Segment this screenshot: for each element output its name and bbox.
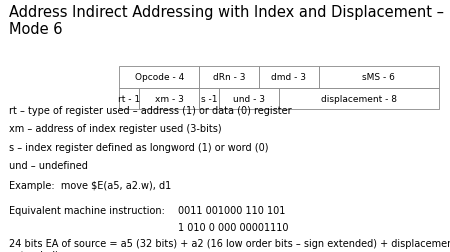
Text: s -1: s -1: [201, 94, 217, 103]
Text: Address Indirect Addressing with Index and Displacement –
Mode 6: Address Indirect Addressing with Index a…: [9, 5, 444, 37]
Text: 24 bits EA of source = a5 (32 bits) + a2 (16 low order bits – sign extended) + d: 24 bits EA of source = a5 (32 bits) + a2…: [9, 238, 450, 252]
Text: rt - 1: rt - 1: [118, 94, 140, 103]
Text: xm - 3: xm - 3: [155, 94, 184, 103]
Bar: [119, 88, 139, 110]
Text: Equivalent machine instruction:: Equivalent machine instruction:: [9, 205, 165, 215]
Bar: [319, 67, 439, 88]
Bar: [199, 88, 219, 110]
Bar: [279, 88, 439, 110]
Bar: [199, 67, 259, 88]
Text: dmd - 3: dmd - 3: [271, 73, 306, 82]
Text: s – index register defined as longword (1) or word (0): s – index register defined as longword (…: [9, 142, 269, 152]
Text: sMS - 6: sMS - 6: [362, 73, 395, 82]
Bar: [139, 88, 199, 110]
Bar: [119, 67, 199, 88]
Text: displacement - 8: displacement - 8: [321, 94, 397, 103]
Text: Example:  move $E(a5, a2.w), d1: Example: move $E(a5, a2.w), d1: [9, 180, 171, 190]
Bar: [259, 67, 319, 88]
Bar: [219, 88, 279, 110]
Text: Opcode - 4: Opcode - 4: [135, 73, 184, 82]
Text: xm – address of index register used (3-bits): xm – address of index register used (3-b…: [9, 124, 221, 134]
Text: 1 010 0 000 00001110: 1 010 0 000 00001110: [178, 222, 288, 232]
Text: rt – type of register used – address (1) or data (0) register: rt – type of register used – address (1)…: [9, 106, 292, 116]
Text: und - 3: und - 3: [233, 94, 265, 103]
Text: 0011 001000 110 101: 0011 001000 110 101: [178, 205, 285, 215]
Text: und – undefined: und – undefined: [9, 160, 88, 170]
Text: dRn - 3: dRn - 3: [213, 73, 245, 82]
